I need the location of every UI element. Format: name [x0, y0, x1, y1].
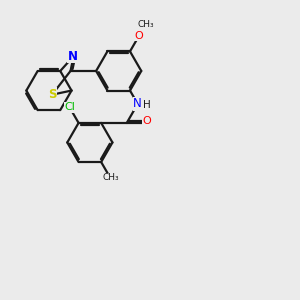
Text: O: O [142, 116, 151, 125]
Text: H: H [143, 100, 151, 110]
Text: S: S [48, 88, 56, 100]
Text: Cl: Cl [64, 102, 75, 112]
Text: N: N [133, 98, 142, 110]
Text: N: N [68, 50, 78, 63]
Text: CH₃: CH₃ [138, 20, 154, 29]
Text: O: O [134, 31, 143, 41]
Text: CH₃: CH₃ [103, 173, 120, 182]
